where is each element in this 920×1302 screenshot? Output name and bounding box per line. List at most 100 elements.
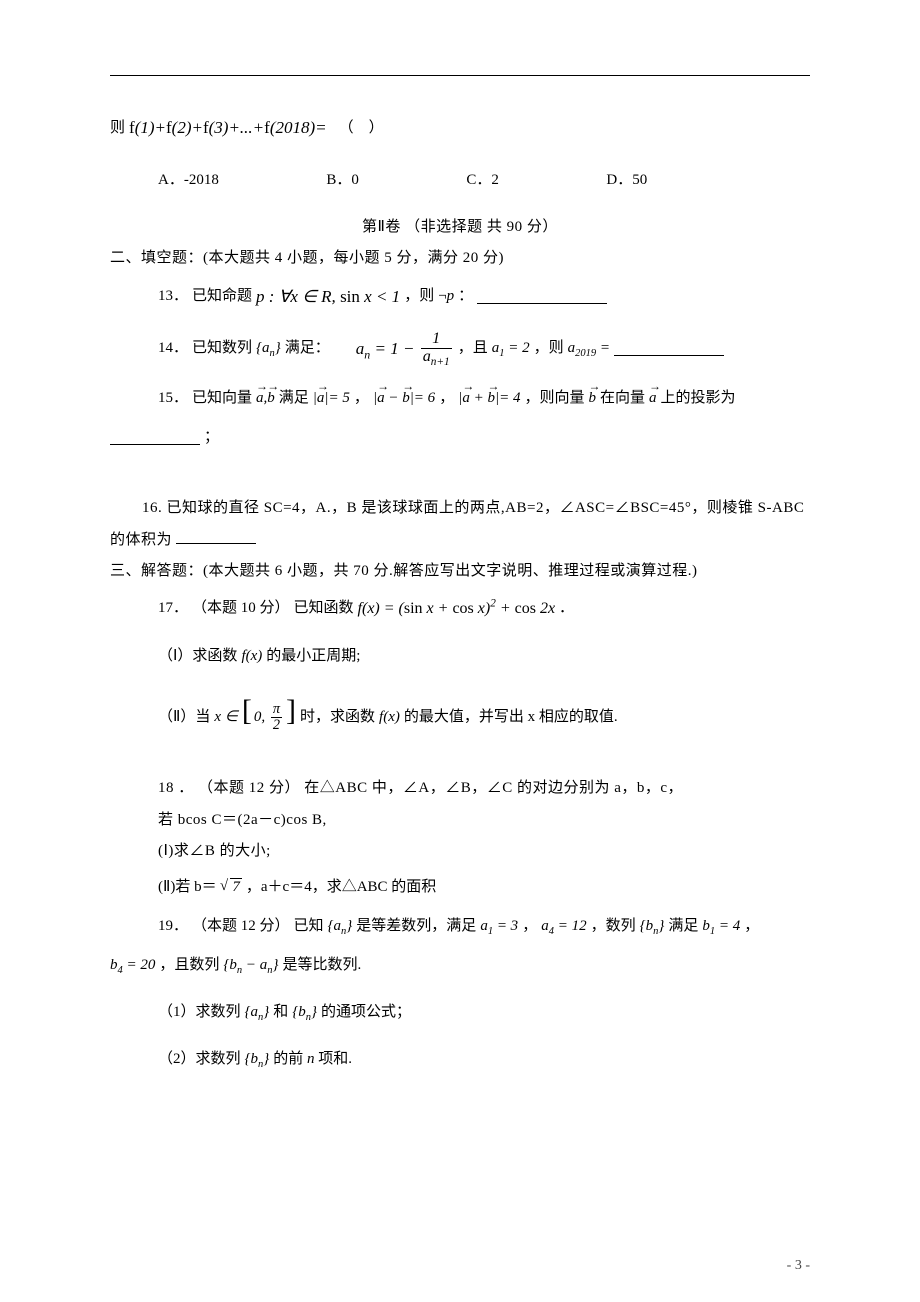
q15-num: 15． (158, 379, 188, 418)
q19-l2-tail: 是等比数列. (283, 946, 362, 985)
q17-p2-mid: 时，求函数 (300, 698, 375, 737)
q17-p1: （Ⅰ）求函数 f(x) 的最小正周期; (110, 637, 810, 676)
q14-mid1: ，且 (458, 329, 488, 368)
q17-pts: （本题 10 分） (192, 589, 290, 628)
q15-tail1: ，则向量 (524, 379, 584, 418)
q15-c2: ， (439, 379, 454, 418)
q14-pre2: 满足： (285, 329, 330, 368)
q19-c2: ， (744, 907, 759, 946)
q19-p2-tail: 的前 n 项和. (273, 1040, 352, 1079)
q14-num: 14． (158, 329, 188, 368)
q19-b4: b4 = 20 (110, 946, 155, 985)
q19-diff: {bn − an} (223, 946, 278, 985)
q16-text: 已知球的直径 SC=4，A.，B 是该球球面上的两点,AB=2，∠ASC=∠BS… (167, 500, 805, 516)
q14-blank (614, 342, 724, 357)
q12-stem: 则 f(1)+f(2)+f(3)+...+f(2018)= （ ） (110, 106, 810, 150)
q19-mid2: 满足 (668, 907, 698, 946)
q19-a4: a4 = 12 (541, 907, 586, 946)
q14-an-set: {an} (256, 329, 281, 368)
q17-p2-pre: （Ⅱ）当 (158, 698, 210, 737)
q19-l2-mid: ，且数列 (159, 946, 219, 985)
q17-p1-tail: 的最小正周期; (266, 637, 360, 676)
q19-pre2: 是等差数列，满足 (356, 907, 476, 946)
q18-sqrt7: 7 (221, 868, 242, 907)
q15-tail2: 在向量 (600, 379, 645, 418)
q19-a1: a1 = 3 (480, 907, 518, 946)
q15-sum: |a + b|= 4 (458, 379, 520, 418)
q19-bn: {bn} (640, 907, 665, 946)
q19-l1: 19． （本题 12 分） 已知 {an} 是等差数列，满足 a1 = 3 ， … (110, 907, 810, 946)
q17-p2-tail: 的最大值，并写出 x 相应的取值. (404, 698, 618, 737)
opt-a: A．-2018 (158, 165, 219, 197)
q15-tail3: 上的投影为 (660, 379, 735, 418)
q19-p1: （1）求数列 {an} 和 {bn} 的通项公式； (110, 993, 810, 1032)
q18-p1: (Ⅰ)求∠B 的大小; (110, 836, 810, 868)
q13-colon: ： (458, 277, 473, 316)
q15-pre2: 满足 (279, 379, 309, 418)
header-rule (110, 75, 810, 76)
q12-options: A．-2018 B．0 C．2 D．50 (110, 165, 810, 197)
q13-blank (477, 290, 607, 305)
q17-p2-interval: [ 0, π2 ] (242, 698, 296, 737)
q16-l2: 的体积为 (110, 525, 810, 557)
q17-p1-pre: （Ⅰ）求函数 (158, 637, 237, 676)
q18-l1: 18 ． （本题 12 分） 在△ABC 中，∠A，∠B，∠C 的对边分别为 a… (110, 773, 810, 805)
q15-mag-a: |a|= 5 (313, 379, 350, 418)
q12-expr: f(1)+f(2)+f(3)+...+f(2018)= (129, 106, 327, 150)
q19-p1-tail: 的通项公式； (321, 993, 411, 1032)
q15-pre1: 已知向量 (192, 379, 252, 418)
solve-heading: 三、解答题：(本大题共 6 小题，共 70 分.解答应写出文字说明、推理过程或演… (110, 556, 810, 588)
q17-pre: 已知函数 (294, 589, 354, 628)
q14-rec: an = 1 − 1an+1 (356, 327, 454, 371)
q19-an: {an} (328, 907, 353, 946)
q19-pre1: 已知 (294, 907, 324, 946)
q13-pre: 已知命题 (192, 277, 252, 316)
q18-l2: 若 bcos C＝(2a－c)cos B, (110, 805, 810, 837)
q14-a1: a1 = 2 (492, 329, 530, 368)
q19-c1: ， (522, 907, 537, 946)
q19-p1-bn: {bn} (292, 993, 317, 1032)
section2-title: 第Ⅱ卷 （非选择题 共 90 分） (110, 212, 810, 244)
q14: 14． 已知数列 {an} 满足： an = 1 − 1an+1 ，且 a1 =… (110, 327, 810, 371)
q14-mid2: ，则 (534, 329, 564, 368)
opt-d: D．50 (606, 165, 647, 197)
q19-mid1: ，数列 (591, 907, 636, 946)
q16-l2-pre: 的体积为 (110, 532, 172, 548)
q17-p2-x: x ∈ (214, 698, 237, 737)
q17-p2-fx: f(x) (379, 698, 400, 737)
fill-heading: 二、填空题：(本大题共 4 小题，每小题 5 分，满分 20 分) (110, 243, 810, 275)
q17-fx: f(x) = (sin x + cos x)2 + cos 2x (358, 588, 556, 630)
q13: 13． 已知命题 p : ∀x ∈ R, sin x < 1 ，则 ¬p ： (110, 275, 810, 319)
q17-dot: ． (559, 589, 574, 628)
q18-p2: (Ⅱ)若 b＝ 7 ，a＋c＝4，求△ABC 的面积 (110, 868, 810, 907)
q15-diff: |a − b|= 6 (373, 379, 435, 418)
q13-neg: ¬p (438, 277, 454, 316)
q15-l1: 15． 已知向量 a,b 满足 |a|= 5 ， |a − b|= 6 ， |a… (110, 379, 810, 418)
q18-num: 18 ． (158, 780, 194, 796)
q19-p2-pre: （2）求数列 (158, 1040, 241, 1079)
opt-b: B．0 (326, 165, 359, 197)
q13-expr: p : ∀x ∈ R, sin x < 1 (256, 275, 400, 319)
q17-num: 17． (158, 589, 188, 628)
q19-b1: b1 = 4 (702, 907, 740, 946)
q14-target: a2019 = (568, 329, 610, 368)
q19-p2-bn: {bn} (245, 1040, 270, 1079)
q17-p2: （Ⅱ）当 x ∈ [ 0, π2 ] 时，求函数 f(x) 的最大值，并写出 x… (110, 698, 810, 737)
page-number: - 3 - (787, 1258, 810, 1274)
q15-a: a (649, 379, 657, 418)
q15-ab: a,b (256, 379, 275, 418)
opt-c: C．2 (466, 165, 499, 197)
q14-pre1: 已知数列 (192, 329, 252, 368)
q16-blank (176, 529, 256, 544)
q15-l2: ； (110, 418, 810, 457)
q16-num: 16. (142, 500, 162, 516)
q12-paren: （ ） (339, 109, 384, 148)
q17-stem: 17． （本题 10 分） 已知函数 f(x) = (sin x + cos x… (110, 588, 810, 630)
q13-num: 13． (158, 277, 188, 316)
q12-pre: 则 (110, 109, 125, 148)
q13-mid: ，则 (404, 277, 434, 316)
q19-p1-an: {an} (245, 993, 270, 1032)
q19-l2: b4 = 20 ，且数列 {bn − an} 是等比数列. (110, 946, 810, 985)
q15-c1: ， (354, 379, 369, 418)
q17-p1-fx: f(x) (241, 637, 262, 676)
